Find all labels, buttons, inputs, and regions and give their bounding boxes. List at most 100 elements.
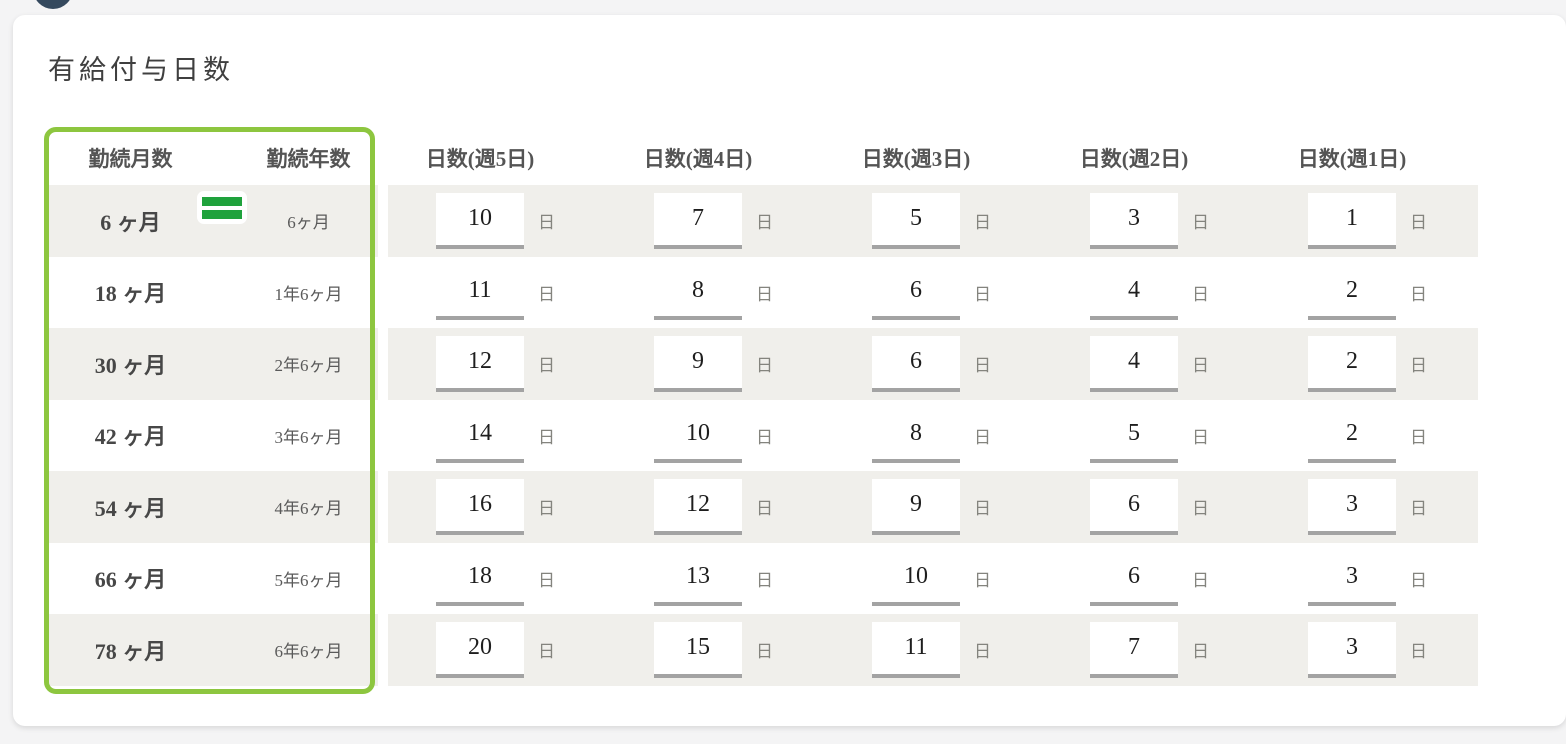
service-years-label: 4年6ヶ月	[274, 499, 343, 519]
days-cell: 日	[1260, 471, 1478, 543]
day-unit-label: 日	[974, 284, 991, 304]
day-unit-label: 日	[538, 642, 555, 662]
day-unit-label: 日	[538, 356, 555, 376]
days-input-week1[interactable]	[1308, 192, 1396, 249]
days-input-week4[interactable]	[654, 264, 742, 321]
days-cell: 日	[1042, 257, 1260, 329]
days-input-week3[interactable]	[872, 621, 960, 678]
days-input-week3[interactable]	[872, 407, 960, 464]
day-unit-label: 日	[1410, 570, 1427, 590]
day-unit-label: 日	[1192, 570, 1209, 590]
service-months-label: 66 ヶ月	[94, 567, 167, 593]
table-row: 42 ヶ月 3年6ヶ月 日 日 日 日 日	[48, 399, 1478, 472]
days-input-week5[interactable]	[436, 264, 524, 321]
days-input-week2[interactable]	[1090, 550, 1178, 607]
days-input-week2[interactable]	[1090, 478, 1178, 535]
days-cell: 日	[388, 543, 606, 615]
days-cell: 日	[1260, 257, 1478, 329]
days-input-week3[interactable]	[872, 478, 960, 535]
page-title: 有給付与日数	[48, 55, 234, 85]
column-gap	[378, 130, 388, 185]
days-input-week4[interactable]	[654, 550, 742, 607]
table-row: 66 ヶ月 5年6ヶ月 日 日 日 日 日	[48, 542, 1478, 615]
days-input-week1[interactable]	[1308, 478, 1396, 535]
day-unit-label: 日	[1192, 642, 1209, 662]
day-unit-label: 日	[1410, 642, 1427, 662]
day-unit-label: 日	[756, 356, 773, 376]
days-input-week1[interactable]	[1308, 621, 1396, 678]
day-unit-label: 日	[974, 570, 991, 590]
day-unit-label: 日	[1410, 499, 1427, 519]
days-cell: 日	[1260, 543, 1478, 615]
table-header-row: 勤続月数 勤続年数 日数(週5日) 日数(週4日) 日数(週3日) 日数(週2日…	[48, 130, 1478, 185]
day-unit-label: 日	[1192, 499, 1209, 519]
service-months-label: 78 ヶ月	[94, 638, 167, 664]
day-unit-label: 日	[1410, 284, 1427, 304]
day-unit-label: 日	[538, 499, 555, 519]
column-gap	[378, 328, 388, 400]
days-input-week5[interactable]	[436, 335, 524, 392]
days-cell: 日	[824, 614, 1042, 686]
table-row: 30 ヶ月 2年6ヶ月 日 日 日 日 日	[48, 328, 1478, 400]
days-input-week5[interactable]	[436, 550, 524, 607]
days-input-week5[interactable]	[436, 192, 524, 249]
circle-icon	[33, 0, 73, 9]
days-input-week4[interactable]	[654, 192, 742, 249]
days-input-week2[interactable]	[1090, 407, 1178, 464]
days-input-week4[interactable]	[654, 335, 742, 392]
service-years-label: 3年6ヶ月	[274, 427, 343, 447]
day-unit-label: 日	[1192, 356, 1209, 376]
days-cell: 日	[606, 543, 824, 615]
column-gap	[378, 256, 388, 328]
days-input-week2[interactable]	[1090, 264, 1178, 321]
column-gap	[378, 471, 388, 543]
days-input-week4[interactable]	[654, 407, 742, 464]
day-unit-label: 日	[974, 356, 991, 376]
days-cell: 日	[1260, 328, 1478, 400]
days-input-week3[interactable]	[872, 264, 960, 321]
days-input-week2[interactable]	[1090, 192, 1178, 249]
days-input-week4[interactable]	[654, 621, 742, 678]
column-gap	[378, 614, 388, 686]
days-cell: 日	[824, 400, 1042, 472]
days-input-week2[interactable]	[1090, 621, 1178, 678]
days-input-week5[interactable]	[436, 407, 524, 464]
days-cell: 日	[388, 614, 606, 686]
days-cell: 日	[824, 185, 1042, 257]
days-cell: 日	[1042, 471, 1260, 543]
days-cell: 日	[606, 185, 824, 257]
days-input-week2[interactable]	[1090, 335, 1178, 392]
days-input-week5[interactable]	[436, 621, 524, 678]
days-cell: 日	[606, 614, 824, 686]
col-header-days-week3: 日数(週3日)	[861, 146, 971, 171]
days-input-week4[interactable]	[654, 478, 742, 535]
days-cell: 日	[606, 328, 824, 400]
day-unit-label: 日	[974, 642, 991, 662]
paid-leave-card: 有給付与日数 勤続月数 勤続年数 日数(週5日) 日数(週4日) 日数(週3日)…	[13, 15, 1566, 726]
service-months-label: 18 ヶ月	[94, 281, 167, 307]
days-input-week1[interactable]	[1308, 335, 1396, 392]
days-cell: 日	[388, 257, 606, 329]
days-input-week3[interactable]	[872, 335, 960, 392]
day-unit-label: 日	[1192, 427, 1209, 447]
col-header-days-week4: 日数(週4日)	[643, 146, 753, 171]
day-unit-label: 日	[974, 499, 991, 519]
days-input-week1[interactable]	[1308, 550, 1396, 607]
service-years-label: 6年6ヶ月	[274, 642, 343, 662]
service-months-label: 54 ヶ月	[94, 495, 167, 521]
col-header-service-months: 勤続月数	[88, 146, 173, 171]
day-unit-label: 日	[538, 213, 555, 233]
days-input-week1[interactable]	[1308, 264, 1396, 321]
equals-icon	[197, 191, 247, 224]
paid-leave-table: 勤続月数 勤続年数 日数(週5日) 日数(週4日) 日数(週3日) 日数(週2日…	[48, 130, 1478, 686]
days-cell: 日	[1260, 614, 1478, 686]
days-input-week3[interactable]	[872, 192, 960, 249]
days-input-week5[interactable]	[436, 478, 524, 535]
table-row: 6 ヶ月 6ヶ月 日 日 日 日 日	[48, 185, 1478, 257]
days-cell: 日	[1260, 185, 1478, 257]
day-unit-label: 日	[538, 570, 555, 590]
days-cell: 日	[388, 471, 606, 543]
days-input-week3[interactable]	[872, 550, 960, 607]
days-cell: 日	[388, 328, 606, 400]
days-input-week1[interactable]	[1308, 407, 1396, 464]
